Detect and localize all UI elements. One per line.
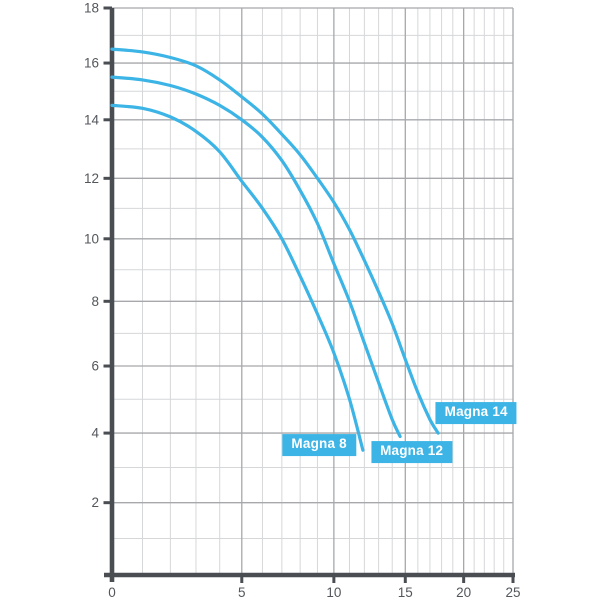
x-tick-label: 20 (456, 585, 471, 600)
curve-magna-14 (110, 47, 440, 435)
tick-labels: 0 5 10 15 20 25 2 4 6 8 10 12 14 16 18 (84, 1, 521, 601)
y-tick-label: 4 (91, 426, 99, 441)
series-label-magna-8: Magna 8 (282, 434, 356, 456)
grid-minor (112, 8, 513, 575)
y-tick-label: 18 (84, 1, 99, 16)
series-label-magna-12: Magna 12 (371, 441, 453, 463)
x-tick-label: 5 (238, 585, 246, 600)
x-tick-label: 0 (108, 585, 116, 600)
y-tick-label: 8 (91, 294, 99, 309)
y-tick-label: 14 (84, 112, 100, 127)
curve-magna-12 (110, 75, 402, 439)
y-tick-label: 16 (84, 56, 99, 71)
y-tick-label: 12 (84, 171, 99, 186)
y-tick-label: 10 (84, 231, 99, 246)
grid-major (112, 7, 514, 575)
x-tick-label: 15 (398, 585, 413, 600)
y-tick-label: 2 (91, 495, 99, 510)
pump-curves (110, 47, 440, 452)
x-tick-label: 10 (326, 585, 341, 600)
x-tick-label: 25 (505, 585, 520, 600)
series-label-magna-14: Magna 14 (435, 401, 517, 424)
axes (103, 6, 515, 583)
curve-magna-8 (110, 103, 365, 452)
y-tick-label: 6 (91, 359, 99, 374)
